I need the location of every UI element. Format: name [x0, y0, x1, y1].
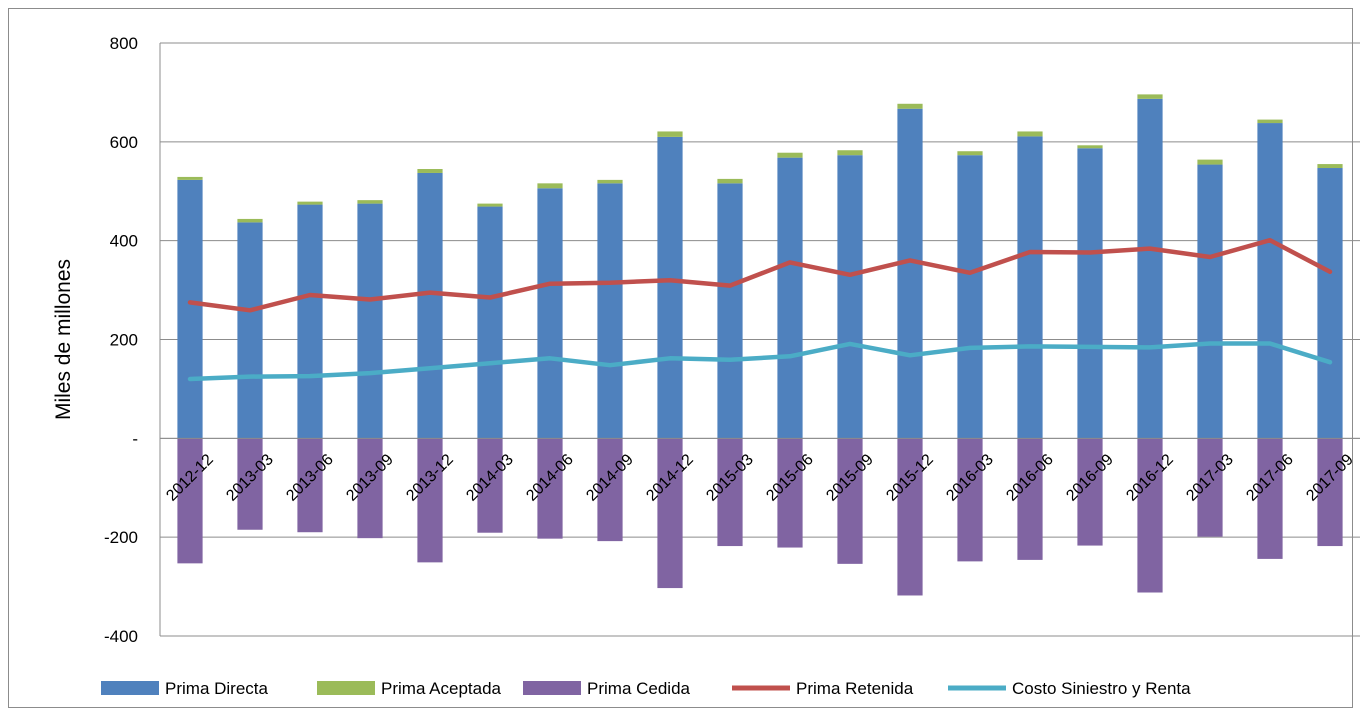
line-prima-retenida — [187, 237, 1333, 313]
bar-prima-directa — [357, 203, 383, 439]
bar-prima-aceptada — [357, 200, 383, 204]
bar-prima-aceptada — [777, 152, 803, 158]
bar-prima-aceptada — [1137, 94, 1163, 99]
bar-prima-aceptada — [597, 179, 623, 184]
bar-prima-aceptada — [477, 203, 503, 207]
bar-prima-aceptada — [1197, 159, 1223, 165]
bar-prima-cedida — [1197, 438, 1223, 537]
y-tick-label: 200 — [110, 331, 138, 350]
bar-prima-cedida — [1137, 438, 1163, 593]
bar-prima-aceptada — [1257, 119, 1283, 124]
bar-prima-directa — [657, 136, 683, 439]
y-tick-label: -200 — [104, 528, 138, 547]
bar-prima-cedida — [477, 438, 503, 533]
bar-prima-directa — [1017, 136, 1043, 439]
legend-swatch — [101, 681, 159, 695]
bar-prima-cedida — [537, 438, 563, 539]
bar-prima-directa — [957, 155, 983, 439]
bar-prima-aceptada — [177, 176, 203, 180]
bar-prima-directa — [1257, 123, 1283, 439]
bar-prima-cedida — [297, 438, 323, 533]
bar-prima-cedida — [1077, 438, 1103, 546]
bar-prima-aceptada — [717, 178, 743, 184]
bar-prima-cedida — [237, 438, 263, 530]
legend-label: Prima Retenida — [796, 679, 914, 698]
bar-prima-cedida — [1017, 438, 1043, 560]
bar-prima-cedida — [597, 438, 623, 542]
y-tick-label: -400 — [104, 627, 138, 646]
bar-prima-directa — [1137, 98, 1163, 439]
bar-prima-aceptada — [297, 201, 323, 205]
bar-prima-directa — [837, 155, 863, 439]
bar-prima-aceptada — [537, 183, 563, 189]
bar-prima-cedida — [837, 438, 863, 564]
y-axis-title: Miles de millones — [52, 259, 75, 420]
legend-swatch — [523, 681, 581, 695]
bar-prima-directa — [597, 183, 623, 439]
bar-prima-aceptada — [417, 169, 443, 173]
bar-prima-aceptada — [237, 218, 263, 223]
line-costo-siniestro-y-renta — [187, 341, 1333, 382]
bar-prima-directa — [297, 204, 323, 439]
bar-prima-cedida — [897, 438, 923, 596]
bar-prima-aceptada — [1317, 164, 1343, 169]
legend-label: Prima Directa — [165, 679, 269, 698]
y-tick-label: 800 — [110, 34, 138, 53]
bar-prima-directa — [897, 108, 923, 439]
bar-prima-directa — [477, 206, 503, 439]
bar-prima-directa — [1197, 164, 1223, 439]
bar-prima-directa — [1077, 148, 1103, 439]
bar-prima-directa — [717, 183, 743, 439]
bar-prima-cedida — [957, 438, 983, 562]
bar-prima-cedida — [357, 438, 383, 539]
bar-prima-directa — [777, 157, 803, 439]
legend-label: Prima Aceptada — [381, 679, 502, 698]
bar-prima-directa — [537, 188, 563, 439]
legend-label: Costo Siniestro y Renta — [1012, 679, 1191, 698]
bar-prima-aceptada — [957, 151, 983, 156]
bar-prima-aceptada — [1017, 131, 1043, 137]
bar-prima-directa — [237, 222, 263, 439]
bar-prima-cedida — [1317, 438, 1343, 547]
bar-prima-aceptada — [897, 103, 923, 109]
y-tick-label: 600 — [110, 133, 138, 152]
y-tick-label: - — [132, 429, 138, 448]
bar-prima-cedida — [777, 438, 803, 548]
bar-prima-aceptada — [657, 131, 683, 137]
bar-prima-cedida — [657, 438, 683, 589]
bar-prima-cedida — [1257, 438, 1283, 559]
bar-prima-directa — [1317, 168, 1343, 439]
bar-prima-cedida — [417, 438, 443, 563]
bar-prima-cedida — [717, 438, 743, 547]
bar-prima-directa — [177, 179, 203, 439]
bar-prima-directa — [417, 172, 443, 439]
bar-prima-aceptada — [1077, 145, 1103, 149]
legend-swatch — [317, 681, 375, 695]
bar-prima-aceptada — [837, 150, 863, 156]
bar-prima-cedida — [177, 438, 203, 564]
y-tick-label: 400 — [110, 232, 138, 251]
legend-label: Prima Cedida — [587, 679, 691, 698]
